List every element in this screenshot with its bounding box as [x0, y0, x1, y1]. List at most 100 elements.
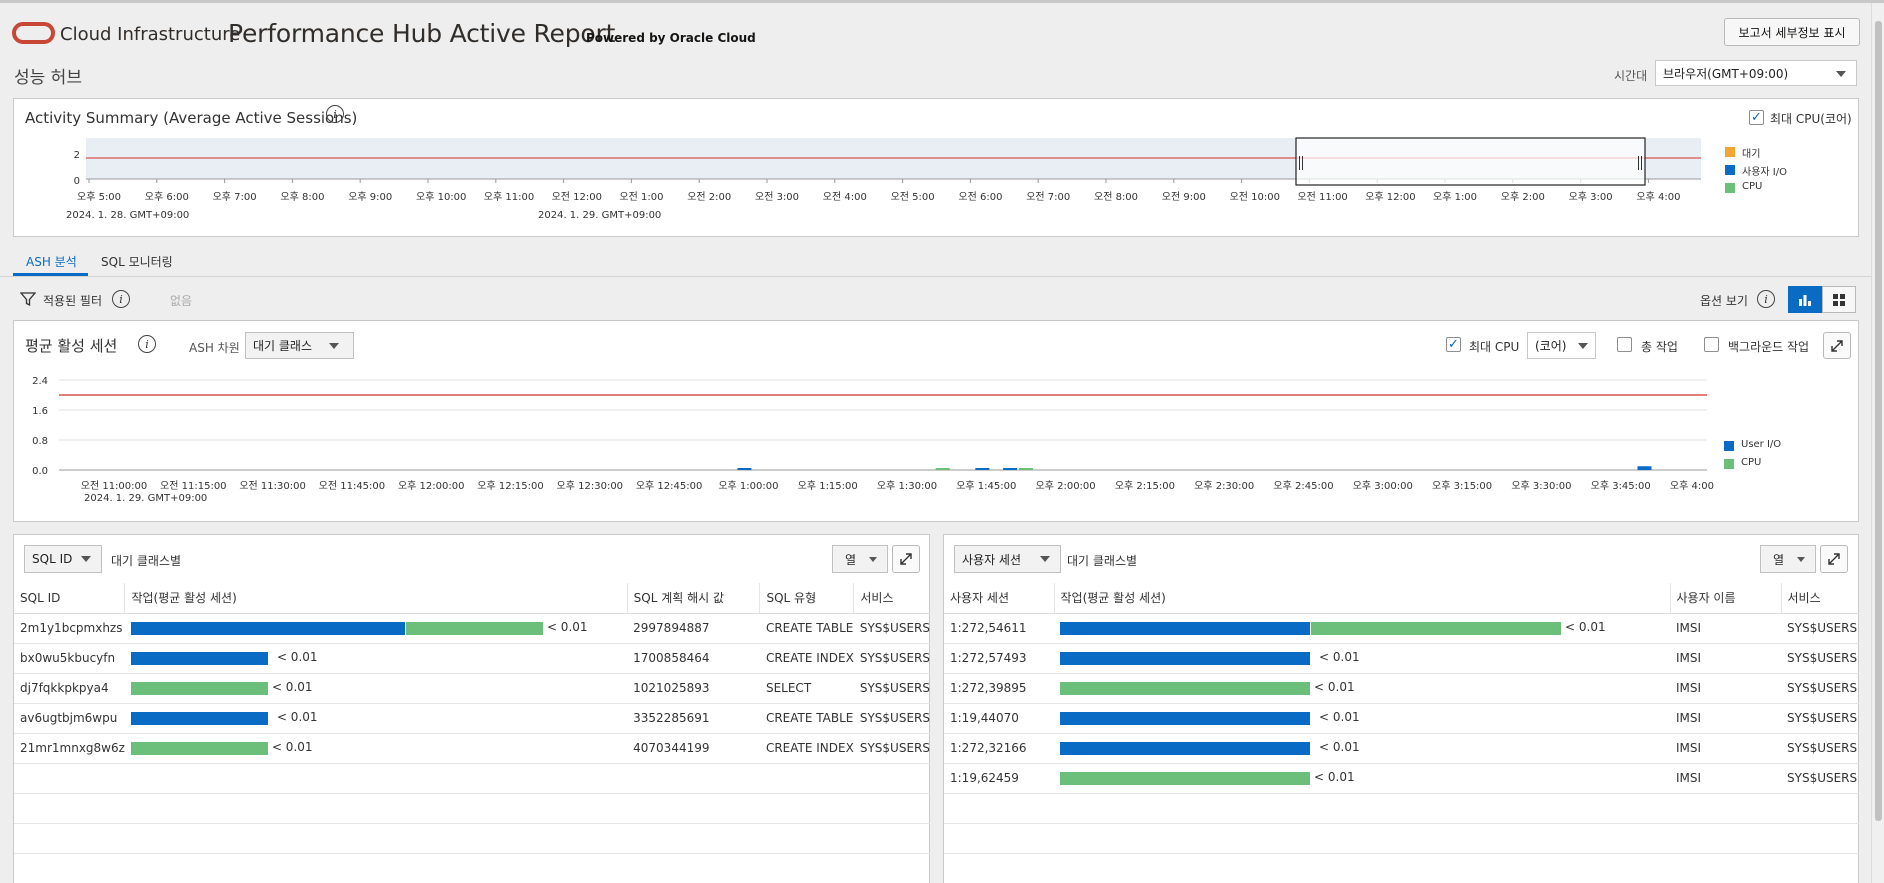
column-header[interactable]: SQL ID — [14, 583, 126, 614]
aas-chart: 2.4 1.6 0.8 0.0 오전 11:00:00 오전 11:15:00 오전 11… — [32, 376, 1714, 492]
table-row[interactable]: 1:19,62459 < 0.01 IMSI SYS$USERS — [944, 763, 1859, 794]
user-io-bar[interactable] — [130, 711, 268, 725]
tab-ash-analytics[interactable]: ASH 분석 — [26, 255, 77, 269]
legend-label-user-io: User I/O — [1741, 439, 1782, 450]
max-cpu-checkbox[interactable]: ✓ — [1749, 110, 1764, 125]
activity-value: < 0.01 — [271, 739, 313, 754]
cpu-bar[interactable] — [130, 741, 268, 755]
sql-id-cell[interactable]: bx0wu5kbucyfn — [14, 643, 125, 674]
filter-icon[interactable] — [20, 291, 36, 307]
user-session-cell[interactable]: 1:19,44070 — [944, 703, 1054, 734]
legend-label-user-io: 사용자 I/O — [1742, 167, 1787, 178]
total-activity-checkbox[interactable] — [1617, 337, 1632, 352]
sql-id-cell[interactable]: dj7fqkkpkpya4 — [14, 673, 125, 704]
table-row[interactable]: 1:272,32166 < 0.01 IMSI SYS$USERS — [944, 733, 1859, 764]
column-header[interactable]: 서비스 — [853, 583, 930, 614]
user-io-bar[interactable] — [1060, 651, 1310, 665]
expand-button[interactable] — [1823, 332, 1851, 359]
aas-bar[interactable] — [1637, 466, 1652, 470]
table-row[interactable]: bx0wu5kbucyfn < 0.01 1700858464 CREATE INDE… — [14, 643, 930, 674]
empty-row — [14, 853, 930, 883]
ash-dimension-select[interactable]: 대기 클래스 — [245, 332, 354, 359]
session-dimension-select[interactable]: 사용자 세션 — [954, 545, 1061, 573]
plan-hash-cell: 1021025893 — [627, 673, 760, 704]
user-session-cell[interactable]: 1:19,62459 — [944, 763, 1054, 794]
sql-id-cell[interactable]: 2m1y1bcpmxhzs — [14, 613, 125, 644]
aas-bar[interactable] — [975, 468, 990, 470]
info-icon[interactable]: i — [112, 290, 130, 308]
session-columns-button[interactable]: 열 — [1760, 545, 1816, 573]
column-header[interactable]: 작업(평균 활성 세션) — [124, 583, 628, 614]
user-io-bar[interactable] — [1060, 621, 1310, 635]
x-tick-label: 오후 12:00 — [1365, 191, 1415, 203]
scrollbar-thumb[interactable] — [1875, 21, 1882, 821]
column-header[interactable]: 사용자 세션 — [944, 583, 1055, 614]
cpu-bar[interactable] — [1060, 771, 1310, 785]
table-row[interactable]: av6ugtbjm6wpu < 0.01 3352285691 CREATE TABL… — [14, 703, 930, 734]
range-right-handle[interactable] — [1638, 156, 1642, 170]
x-tick-label: 오후 11:00 — [484, 191, 534, 203]
aas-bar[interactable] — [737, 468, 752, 470]
expand-button[interactable] — [1820, 545, 1848, 573]
table-row[interactable]: 1:272,57493 < 0.01 IMSI SYS$USERS — [944, 643, 1859, 674]
tab-sql-monitoring[interactable]: SQL 모니터링 — [101, 255, 173, 269]
empty-cell — [759, 793, 854, 824]
user-io-bar[interactable] — [130, 651, 268, 665]
user-io-bar[interactable] — [130, 621, 405, 635]
sql-dimension-select[interactable]: SQL ID — [24, 545, 102, 573]
column-header[interactable]: 사용자 이름 — [1670, 583, 1782, 614]
user-session-cell[interactable]: 1:272,54611 — [944, 613, 1054, 644]
user-io-bar[interactable] — [1060, 741, 1310, 755]
table-row[interactable]: dj7fqkkpkpya4 < 0.01 1021025893 SELECT SYS$U… — [14, 673, 930, 704]
user-session-cell[interactable]: 1:272,32166 — [944, 733, 1054, 764]
expand-button[interactable] — [892, 545, 920, 573]
info-icon[interactable]: i — [326, 105, 344, 123]
column-header[interactable]: 서비스 — [1781, 583, 1859, 614]
sql-id-cell[interactable]: 21mr1mnxg8w6z — [14, 733, 125, 764]
aas-bar[interactable] — [935, 468, 950, 470]
timezone-select[interactable]: 브라우저(GMT+09:00) — [1655, 60, 1857, 86]
activity-cell: < 0.01 — [124, 733, 628, 764]
aas-bar[interactable] — [1003, 468, 1018, 470]
table-row[interactable]: 1:272,54611 < 0.01 IMSI SYS$USERS — [944, 613, 1859, 644]
user-session-cell[interactable]: 1:272,57493 — [944, 643, 1054, 674]
cpu-bar[interactable] — [1060, 681, 1310, 695]
empty-cell — [1670, 853, 1781, 883]
aas-bar[interactable] — [1018, 468, 1033, 470]
service-cell: SYS$USERS — [853, 673, 930, 704]
info-icon[interactable]: i — [1757, 290, 1775, 308]
cpu-bar[interactable] — [405, 621, 543, 635]
x-tick-label: 오후 4:00:00 — [1670, 480, 1714, 492]
table-row[interactable]: 21mr1mnxg8w6z < 0.01 4070344199 CREATE INDE… — [14, 733, 930, 764]
column-header[interactable]: SQL 유형 — [759, 583, 855, 614]
cpu-unit-select[interactable]: (코어) — [1527, 332, 1596, 359]
column-header[interactable]: SQL 계획 해시 값 — [627, 583, 761, 614]
time-range-selector[interactable] — [1295, 137, 1646, 186]
table-row[interactable]: 1:19,44070 < 0.01 IMSI SYS$USERS — [944, 703, 1859, 734]
y-tick-label: 2.4 — [32, 376, 48, 387]
cpu-bar[interactable] — [130, 681, 268, 695]
sql-columns-button[interactable]: 열 — [832, 545, 888, 573]
table-row[interactable]: 2m1y1bcpmxhzs < 0.01 2997894887 CREATE TABL… — [14, 613, 930, 644]
column-header[interactable]: 작업(평균 활성 세션) — [1054, 583, 1671, 614]
empty-cell — [14, 853, 125, 883]
max-cpu-checkbox[interactable]: ✓ — [1446, 337, 1461, 352]
cpu-bar[interactable] — [1311, 621, 1561, 635]
activity-cell: < 0.01 — [1054, 763, 1670, 794]
user-session-cell[interactable]: 1:272,39895 — [944, 673, 1054, 704]
sql-id-cell[interactable]: av6ugtbjm6wpu — [14, 703, 125, 734]
view-options-label: 옵션 보기 — [1700, 294, 1748, 308]
empty-cell — [1781, 853, 1859, 883]
info-icon[interactable]: i — [138, 335, 156, 353]
range-left-handle[interactable] — [1299, 156, 1303, 170]
tile-view-toggle[interactable] — [1822, 286, 1856, 313]
applied-filters-value: 없음 — [170, 294, 193, 308]
max-cpu-label: 최대 CPU — [1469, 340, 1520, 354]
show-report-details-button[interactable]: 보고서 세부정보 표시 — [1724, 18, 1860, 46]
table-row[interactable]: 1:272,39895 < 0.01 IMSI SYS$USERS — [944, 673, 1859, 704]
background-activity-checkbox[interactable] — [1704, 337, 1719, 352]
vertical-scrollbar[interactable] — [1871, 3, 1884, 883]
user-io-bar[interactable] — [1060, 711, 1310, 725]
empty-cell — [124, 853, 628, 883]
chart-view-toggle[interactable] — [1788, 286, 1822, 313]
